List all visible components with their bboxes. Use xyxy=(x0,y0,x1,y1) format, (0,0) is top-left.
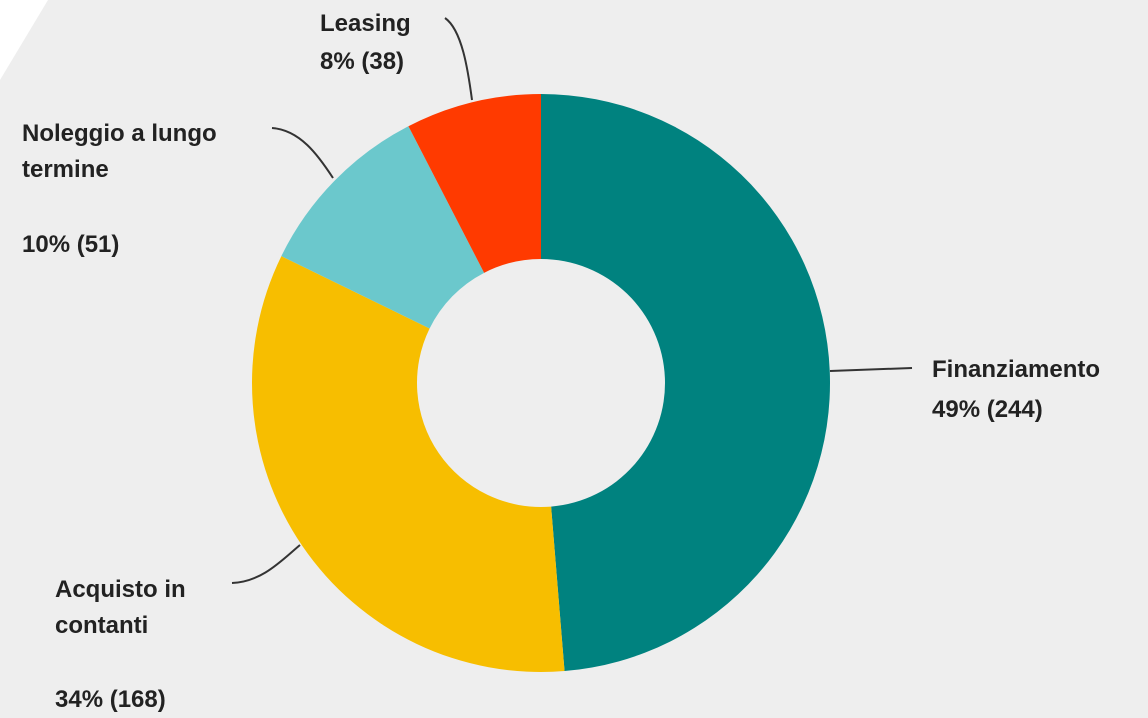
corner-decoration xyxy=(0,0,48,80)
slice xyxy=(408,94,541,273)
category-label: Noleggio a lungo termine xyxy=(22,120,217,183)
slice xyxy=(252,256,565,672)
value-label: 34% (168) xyxy=(55,686,166,713)
category-label: Acquisto in contanti xyxy=(55,576,186,639)
value-label: 10% (51) xyxy=(22,231,120,258)
leader-line xyxy=(444,17,473,101)
donut xyxy=(252,94,830,672)
leader-line xyxy=(271,127,334,179)
leader-line xyxy=(231,544,301,584)
slice xyxy=(281,126,485,329)
category-label: Finanziamento xyxy=(932,356,1101,383)
value-label: 8% (38) xyxy=(320,48,405,75)
leader-line xyxy=(829,367,913,372)
value-label: 49% (244) xyxy=(932,396,1043,423)
category-label: Leasing xyxy=(320,10,411,37)
slice xyxy=(541,94,830,672)
